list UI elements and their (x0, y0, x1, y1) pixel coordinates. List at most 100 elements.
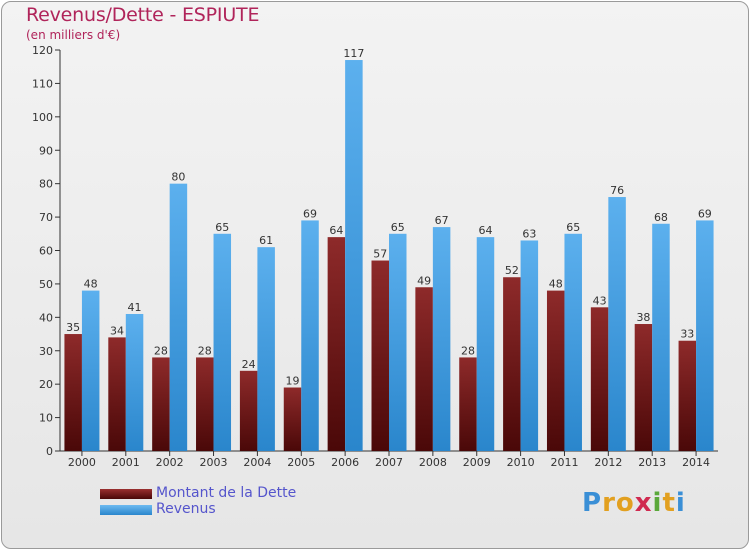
bar-revenue (476, 237, 495, 451)
data-labels: 35 48 34 41 28 80 28 65 24 61 19 69 64 117 57 65 49 67 28 6… (66, 47, 712, 387)
bar-revenue (432, 227, 451, 451)
x-tick-label: 2003 (200, 456, 228, 469)
legend-label-debt: Montant de la Dette (156, 485, 297, 501)
bar-revenue (169, 183, 188, 451)
y-tick-label: 0 (46, 445, 53, 458)
bar-revenue (345, 60, 363, 452)
legend-swatch-debt (100, 489, 152, 499)
bar-debt (327, 237, 346, 451)
logo-letter: i (652, 488, 663, 518)
logo-letter: o (615, 488, 635, 518)
data-label-revenue: 65 (215, 221, 229, 234)
x-tick-label: 2013 (638, 456, 666, 469)
data-label-revenue: 48 (84, 278, 98, 291)
bar-revenue (213, 233, 232, 451)
bar-debt (239, 370, 258, 451)
bar-debt (678, 340, 697, 451)
chart-title: Revenus/Dette - ESPIUTE (26, 4, 260, 26)
data-label-revenue: 65 (391, 221, 405, 234)
x-tick-label: 2000 (68, 456, 96, 469)
y-tick-label: 100 (32, 111, 53, 124)
data-label-debt: 48 (549, 278, 563, 291)
bar-revenue (301, 220, 319, 451)
y-tick-label: 30 (39, 345, 53, 358)
data-label-revenue: 67 (435, 214, 449, 227)
x-tick-label: 2011 (550, 456, 578, 469)
bar-revenue (520, 240, 539, 451)
x-tick-label: 2006 (331, 456, 359, 469)
y-tick-label: 40 (39, 311, 53, 324)
x-tick-label: 2012 (594, 456, 622, 469)
data-label-debt: 34 (110, 324, 124, 337)
bar-revenue (125, 313, 144, 451)
data-label-revenue: 117 (343, 47, 364, 60)
data-label-revenue: 41 (128, 301, 142, 314)
bar-debt (152, 357, 170, 451)
bar-debt (590, 307, 609, 451)
bar-revenue (652, 223, 670, 451)
data-label-revenue: 63 (522, 227, 536, 240)
data-label-debt: 28 (154, 344, 168, 357)
bar-debt (415, 287, 433, 451)
data-label-revenue: 69 (303, 207, 317, 220)
x-tick-label: 2014 (682, 456, 710, 469)
data-label-revenue: 69 (698, 207, 712, 220)
x-tick-label: 2002 (156, 456, 184, 469)
bar-debt (634, 324, 653, 451)
data-label-debt: 24 (242, 358, 256, 371)
bar-debt (371, 260, 389, 451)
bar-debt (503, 277, 521, 451)
bar-debt (459, 357, 477, 451)
data-label-debt: 28 (198, 344, 212, 357)
logo-letter: r (602, 488, 616, 518)
x-tick-label: 2005 (287, 456, 315, 469)
legend-label-revenue: Revenus (156, 501, 216, 517)
bar-debt (283, 387, 302, 451)
logo-letter: x (634, 488, 653, 518)
y-tick-label: 60 (39, 245, 53, 258)
y-tick-label: 110 (32, 77, 53, 90)
x-tick-label: 2004 (243, 456, 271, 469)
legend-swatch-revenue (100, 505, 152, 515)
y-tick-label: 10 (39, 412, 53, 425)
data-label-revenue: 76 (610, 184, 624, 197)
data-label-debt: 33 (680, 328, 694, 341)
axes: 0 10 20 30 40 50 60 70 80 90 100 110 120 2000 2001 2002… (32, 44, 718, 469)
data-label-revenue: 80 (171, 171, 185, 184)
y-tick-label: 70 (39, 211, 53, 224)
logo-letter: i (675, 488, 686, 518)
bar-debt (546, 290, 565, 451)
data-label-revenue: 65 (566, 221, 580, 234)
data-label-revenue: 68 (654, 211, 668, 224)
data-label-debt: 35 (66, 321, 80, 334)
bar-revenue (564, 233, 582, 451)
y-tick-label: 80 (39, 178, 53, 191)
x-tick-label: 2001 (112, 456, 140, 469)
bar-revenue (389, 233, 407, 451)
x-tick-label: 2009 (463, 456, 491, 469)
bar-debt (64, 334, 82, 451)
bar-debt (108, 337, 126, 451)
data-label-debt: 38 (636, 311, 650, 324)
bar-debt (196, 357, 214, 451)
data-label-debt: 64 (329, 224, 343, 237)
bar-revenue (81, 290, 100, 451)
data-label-revenue: 61 (259, 234, 273, 247)
x-tick-label: 2007 (375, 456, 403, 469)
y-tick-label: 50 (39, 278, 53, 291)
data-label-debt: 52 (505, 264, 519, 277)
data-label-debt: 49 (417, 274, 431, 287)
bars (64, 60, 714, 452)
data-label-revenue: 64 (478, 224, 492, 237)
chart-subtitle: (en milliers d'€) (26, 28, 121, 42)
data-label-debt: 19 (286, 375, 300, 388)
data-label-debt: 57 (373, 248, 387, 261)
y-tick-label: 90 (39, 144, 53, 157)
bar-revenue (696, 220, 714, 451)
bar-revenue (608, 197, 626, 451)
logo-letter: P (582, 488, 603, 518)
bar-revenue (257, 247, 275, 451)
data-label-debt: 28 (461, 344, 475, 357)
y-tick-label: 120 (32, 44, 53, 57)
